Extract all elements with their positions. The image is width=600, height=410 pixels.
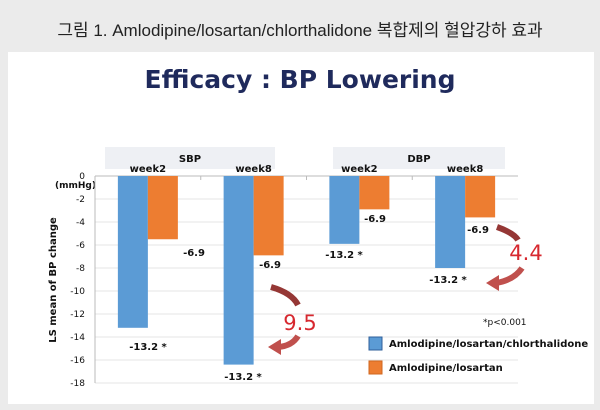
difference-annotation: 9.5 xyxy=(283,311,316,335)
bar xyxy=(465,176,496,218)
bar xyxy=(359,176,390,210)
y-tick-label: -10 xyxy=(70,287,85,297)
bar xyxy=(435,176,466,268)
arrow-head xyxy=(268,339,281,355)
data-label: -6.9 xyxy=(183,248,205,259)
group-header-sbp: SBP xyxy=(179,154,201,165)
y-tick-label: -12 xyxy=(70,310,85,320)
figure-title: 그림 1. Amlodipine/losartan/chlorthalidone… xyxy=(57,21,543,40)
bar xyxy=(147,176,178,240)
y-tick-label: -18 xyxy=(70,379,85,389)
data-label: -13.2 * xyxy=(224,372,262,383)
category-label: week8 xyxy=(235,164,271,175)
unit-label: (mmHg) xyxy=(55,181,96,191)
category-label: week2 xyxy=(341,164,377,175)
curved-arrow xyxy=(495,224,521,242)
legend-swatch xyxy=(368,360,383,375)
data-label: -13.2 * xyxy=(429,275,467,286)
y-axis-label: LS mean of BP change xyxy=(48,217,59,343)
y-tick-label: -16 xyxy=(70,356,85,366)
curved-arrow xyxy=(270,284,301,307)
y-tick-label: 0 xyxy=(79,172,85,182)
difference-annotation: 4.4 xyxy=(509,241,542,265)
data-label: -13.2 * xyxy=(129,342,167,353)
category-label: week8 xyxy=(447,164,483,175)
legend-swatch xyxy=(368,336,383,351)
bar xyxy=(329,176,360,244)
y-tick-label: -6 xyxy=(76,241,85,251)
arrow-head xyxy=(486,275,499,291)
y-tick-label: -4 xyxy=(76,218,85,228)
bar xyxy=(223,176,254,365)
y-tick-label: -2 xyxy=(76,195,85,205)
category-label: week2 xyxy=(130,164,166,175)
bar xyxy=(117,176,148,328)
legend-label: Amlodipine/losartan xyxy=(389,363,503,374)
chart-title: Efficacy : BP Lowering xyxy=(144,65,456,94)
curved-arrow xyxy=(495,266,525,286)
y-tick-label: -8 xyxy=(76,264,85,274)
group-header-box xyxy=(333,147,505,169)
group-header-dbp: DBP xyxy=(407,154,430,165)
data-label: -6.9 xyxy=(259,260,281,271)
y-tick-label: -14 xyxy=(70,333,85,343)
data-label: -6.9 xyxy=(364,214,386,225)
data-label: -6.9 xyxy=(467,225,489,236)
group-header-box xyxy=(105,147,275,169)
data-label: -13.2 * xyxy=(325,250,363,261)
legend-label: Amlodipine/losartan/chlorthalidone xyxy=(389,339,588,350)
footnote: *p<0.001 xyxy=(483,318,527,328)
chart-panel xyxy=(8,52,594,404)
bar xyxy=(253,176,284,256)
